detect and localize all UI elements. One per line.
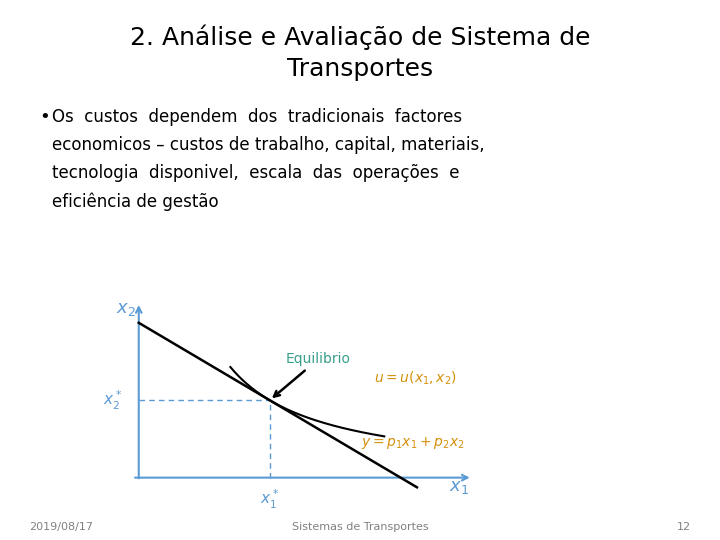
Text: Transportes: Transportes (287, 57, 433, 80)
Text: 12: 12 (677, 522, 691, 532)
Text: eficiência de gestão: eficiência de gestão (52, 192, 218, 211)
Text: tecnologia  disponivel,  escala  das  operações  e: tecnologia disponivel, escala das operaç… (52, 164, 459, 182)
Text: $x_2$: $x_2$ (116, 300, 135, 318)
Text: Sistemas de Transportes: Sistemas de Transportes (292, 522, 428, 532)
Text: •: • (40, 108, 50, 126)
Text: $y= p_1x_1 + p_2x_2$: $y= p_1x_1 + p_2x_2$ (361, 435, 465, 451)
Text: $x_1^*$: $x_1^*$ (260, 488, 279, 511)
Text: 2. Análise e Avaliação de Sistema de: 2. Análise e Avaliação de Sistema de (130, 24, 590, 50)
Text: $x_1$: $x_1$ (449, 478, 469, 496)
Text: 2019/08/17: 2019/08/17 (29, 522, 93, 532)
Text: $u = u(x_1,x_2)$: $u = u(x_1,x_2)$ (374, 369, 457, 387)
Text: Os  custos  dependem  dos  tradicionais  factores: Os custos dependem dos tradicionais fact… (52, 108, 462, 126)
Text: Equilibrio: Equilibrio (274, 352, 351, 396)
Text: $x_2^*$: $x_2^*$ (103, 389, 122, 412)
Text: economicos – custos de trabalho, capital, materiais,: economicos – custos de trabalho, capital… (52, 136, 485, 154)
